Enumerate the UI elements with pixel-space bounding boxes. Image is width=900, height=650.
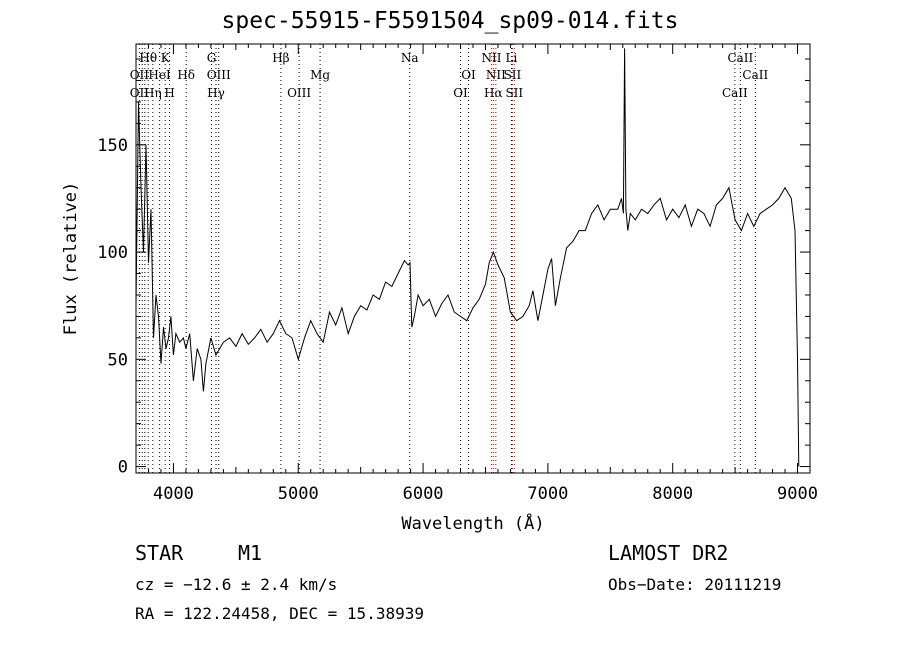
- x-tick-label: 8000: [652, 484, 693, 504]
- x-axis-ticks: 4000 5000 6000 7000 8000 9000: [135, 44, 818, 504]
- x-tick-label: 5000: [278, 484, 319, 504]
- x-tick-label: 9000: [777, 484, 818, 504]
- coordinates: RA = 122.24458, DEC = 15.38939: [135, 604, 424, 623]
- line-label: OIII: [207, 68, 231, 82]
- line-label: Hη: [144, 86, 162, 100]
- line-label: K: [161, 51, 171, 65]
- y-tick-label: 150: [97, 136, 128, 156]
- line-label: Na: [401, 51, 419, 65]
- line-label: H: [164, 86, 174, 100]
- line-label: Hθ: [139, 51, 157, 65]
- line-label: Mg: [310, 68, 330, 82]
- line-label: SII: [504, 68, 522, 82]
- plot-frame: [135, 43, 811, 474]
- line-label: OI: [453, 86, 468, 100]
- line-label: NII: [486, 68, 506, 82]
- x-tick-label: 7000: [527, 484, 568, 504]
- survey-name: LAMOST DR2: [608, 541, 729, 565]
- line-label: OI: [461, 68, 476, 82]
- spectrum-line: [135, 48, 800, 467]
- line-label: G: [207, 51, 217, 65]
- line-labels: Hθ OII OII K HeI Hη HHδ G OIII Hγ Hβ OIII Mg Na OI OI NI…: [130, 51, 769, 100]
- line-label: Hβ: [272, 51, 289, 65]
- y-axis-label: Flux (relative): [61, 182, 81, 336]
- line-label: CaII: [722, 86, 748, 100]
- line-label: OII: [130, 68, 150, 82]
- y-axis-ticks: 0 50 100 150: [97, 58, 810, 478]
- line-label: Hδ: [177, 68, 195, 82]
- line-label: OII: [130, 86, 150, 100]
- line-label: Hγ: [207, 86, 225, 100]
- x-tick-label: 4000: [153, 484, 194, 504]
- chart-title: spec-55915-F5591504_sp09-014.fits: [221, 8, 679, 34]
- object-subclass: M1: [238, 541, 263, 565]
- y-tick-label: 100: [97, 243, 128, 263]
- line-label: OIII: [287, 86, 311, 100]
- observation-date: Obs−Date: 20111219: [608, 575, 782, 594]
- line-label: Li: [506, 51, 518, 65]
- line-label: Hα: [484, 86, 503, 100]
- y-tick-label: 50: [108, 350, 128, 370]
- redshift-value: cz = −12.6 ± 2.4 km/s: [135, 575, 338, 594]
- line-label: HeI: [148, 68, 171, 82]
- y-tick-label: 0: [118, 458, 128, 478]
- x-axis-label: Wavelength (Å): [401, 512, 544, 534]
- line-label: CaII: [727, 51, 753, 65]
- object-class: STAR: [135, 541, 184, 565]
- line-label: NII: [481, 51, 501, 65]
- marker-lines: [138, 44, 756, 473]
- line-label: SII: [505, 86, 523, 100]
- x-tick-label: 6000: [403, 484, 444, 504]
- line-label: CaII: [742, 68, 768, 82]
